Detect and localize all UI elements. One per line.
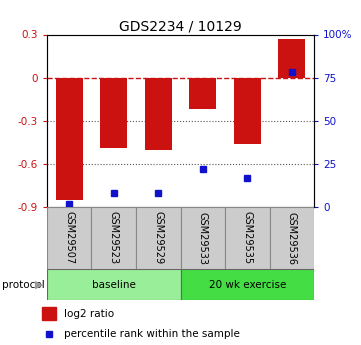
Bar	[180, 207, 225, 269]
Bar	[47, 269, 180, 300]
Bar	[190, 78, 216, 109]
Text: GSM29507: GSM29507	[64, 211, 74, 265]
Title: GDS2234 / 10129: GDS2234 / 10129	[119, 19, 242, 33]
Text: GSM29533: GSM29533	[198, 211, 208, 265]
Text: percentile rank within the sample: percentile rank within the sample	[64, 329, 240, 339]
Text: GSM29523: GSM29523	[109, 211, 119, 265]
Text: log2 ratio: log2 ratio	[64, 309, 114, 318]
Bar	[145, 78, 171, 149]
Bar	[180, 269, 314, 300]
Bar	[56, 78, 83, 200]
Bar	[270, 207, 314, 269]
Text: GSM29536: GSM29536	[287, 211, 297, 265]
Text: ▶: ▶	[35, 280, 44, 289]
Text: GSM29529: GSM29529	[153, 211, 163, 265]
Text: GSM29535: GSM29535	[242, 211, 252, 265]
Bar	[278, 39, 305, 78]
Bar	[42, 307, 56, 320]
Text: protocol: protocol	[2, 280, 44, 289]
Bar	[47, 207, 91, 269]
Bar	[100, 78, 127, 148]
Bar	[234, 78, 261, 144]
Bar	[91, 207, 136, 269]
Text: 20 wk exercise: 20 wk exercise	[209, 280, 286, 289]
Bar	[136, 207, 180, 269]
Text: baseline: baseline	[92, 280, 136, 289]
Bar	[225, 207, 270, 269]
